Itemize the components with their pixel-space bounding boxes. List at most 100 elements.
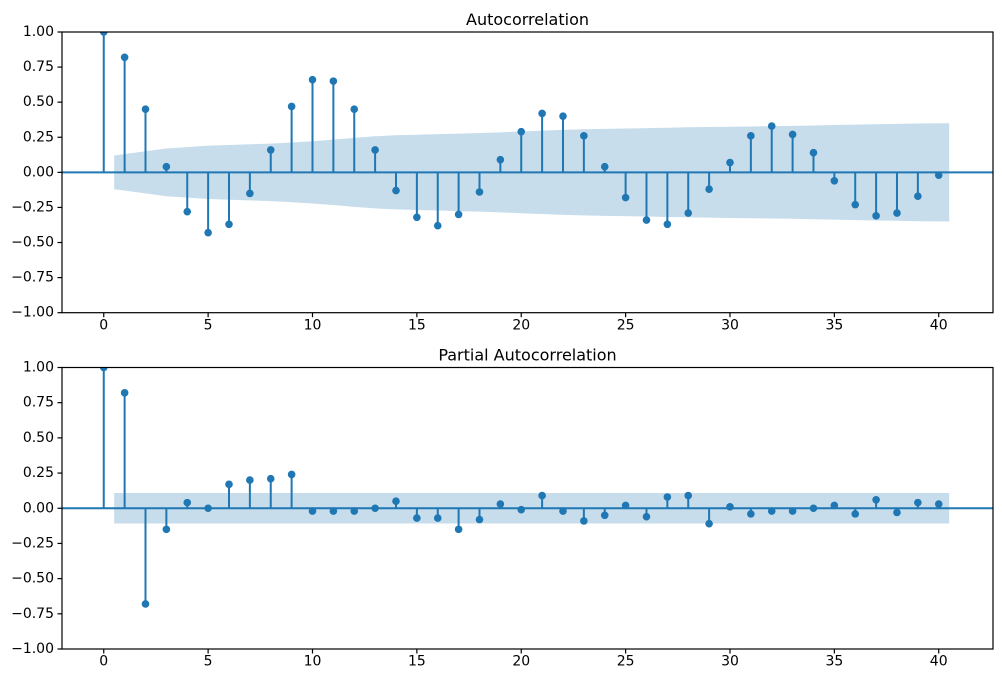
acf-marker	[872, 212, 880, 220]
pacf-marker	[684, 491, 693, 500]
pacf-marker	[559, 507, 567, 515]
pacf-marker	[308, 507, 317, 515]
acf-marker	[371, 146, 379, 154]
pacf-marker	[475, 515, 484, 524]
acf-marker	[246, 189, 254, 198]
pacf-y-tick-label: −1.00	[11, 641, 54, 657]
acf-y-tick-label: −0.25	[11, 199, 54, 215]
pacf-marker	[934, 500, 943, 508]
pacf-marker	[266, 474, 275, 483]
acf-marker	[538, 109, 546, 118]
acf-y-tick-label: 0.50	[23, 94, 54, 110]
pacf-marker	[747, 510, 755, 518]
pacf-marker	[392, 497, 400, 506]
pacf-marker	[830, 501, 839, 510]
acf-marker	[350, 105, 359, 113]
acf-marker	[621, 193, 630, 202]
pacf-marker	[517, 505, 526, 514]
pacf-marker	[809, 504, 818, 513]
acf-marker	[120, 53, 129, 62]
pacf-marker	[246, 476, 254, 484]
acf-y-tick-label: 1.00	[23, 24, 54, 40]
pacf-x-tick-label: 10	[304, 654, 322, 670]
pacf-y-tick-label: −0.50	[11, 571, 54, 587]
pacf-x-tick-label: 20	[512, 654, 530, 670]
pacf-marker	[893, 508, 901, 517]
acf-marker	[308, 75, 317, 84]
pacf-marker	[329, 507, 338, 515]
pacf-marker	[433, 514, 442, 522]
acf-y-tick-label: 0.00	[23, 164, 54, 180]
acf-x-tick-label: 15	[408, 317, 426, 333]
acf-marker	[893, 209, 901, 217]
acf-marker	[162, 162, 171, 171]
acf-marker	[747, 132, 755, 140]
acf-marker	[642, 216, 651, 224]
acf-x-tick-label: 20	[512, 317, 530, 333]
acf-marker	[496, 155, 505, 164]
acf-marker	[580, 132, 588, 140]
acf-marker	[287, 102, 296, 111]
pacf-marker	[413, 514, 421, 522]
acf-x-tick-label: 5	[204, 317, 213, 333]
acf-x-tick-label: 10	[304, 317, 322, 333]
pacf-y-tick-label: 0.25	[23, 465, 54, 481]
acf-plot-area	[62, 32, 993, 237]
pacf-marker	[767, 507, 776, 515]
acf-marker	[914, 192, 922, 201]
pacf-marker	[183, 498, 192, 507]
acf-y-tick-label: 0.25	[23, 129, 54, 145]
pacf-marker	[120, 389, 129, 397]
pacf-marker	[141, 600, 150, 608]
acf-y-tick-label: −1.00	[11, 305, 54, 321]
acf-marker	[684, 209, 693, 217]
acf-marker	[454, 210, 463, 219]
acf-marker	[663, 220, 672, 229]
acf-marker	[809, 148, 818, 157]
acf-x-tick-label: 25	[617, 317, 635, 333]
pacf-marker	[600, 511, 609, 520]
pacf-subplot: 0 5 10 15 20 25 30 35 40 1.00 0.75 0.50 0.25 0.00 −0.2…	[11, 360, 994, 670]
pacf-marker	[642, 512, 651, 521]
pacf-marker	[99, 367, 108, 372]
acf-marker	[767, 122, 776, 130]
acf-y-tick-label: 0.75	[23, 59, 54, 75]
acf-y-tick-label: −0.50	[11, 235, 54, 251]
pacf-marker	[621, 501, 630, 510]
acf-subplot: 0 5 10 15 20 25 30 35 40 1.00 0.75 0.50 0.25 0.00 −0.2…	[11, 24, 994, 333]
pacf-x-tick-label: 15	[408, 654, 426, 670]
pacf-y-tick-label: 0.75	[23, 395, 54, 411]
pacf-marker	[287, 470, 296, 479]
pacf-x-tick-label: 0	[99, 654, 108, 670]
acf-marker	[517, 127, 526, 136]
pacf-x-tick-label: 5	[204, 654, 213, 670]
pacf-marker	[788, 507, 797, 515]
acf-stems	[102, 32, 940, 233]
acf-marker	[851, 200, 860, 209]
pacf-x-tick-label: 30	[721, 654, 739, 670]
acf-marker	[934, 171, 943, 179]
acf-plot-title: Autocorrelation	[466, 10, 589, 29]
pacf-plot-title: Partial Autocorrelation	[438, 346, 616, 365]
acf-marker	[266, 146, 275, 154]
pacf-marker	[851, 510, 860, 518]
pacf-marker	[204, 504, 212, 513]
acf-x-tick-label: 0	[99, 317, 108, 333]
pacf-marker	[726, 503, 734, 511]
pacf-markers	[99, 367, 943, 608]
acf-x-tick-label: 30	[721, 317, 739, 333]
pacf-marker	[705, 519, 713, 528]
pacf-x-tick-label: 25	[617, 654, 635, 670]
acf-marker	[830, 176, 839, 185]
pacf-marker	[496, 500, 505, 508]
pacf-marker	[162, 525, 171, 534]
acf-marker	[433, 221, 442, 230]
acf-marker	[705, 185, 713, 193]
pacf-y-tick-label: 1.00	[23, 360, 54, 376]
acf-marker	[99, 32, 108, 36]
acf-marker	[600, 162, 609, 171]
pacf-marker	[538, 491, 546, 500]
pacf-x-tick-label: 35	[825, 654, 843, 670]
